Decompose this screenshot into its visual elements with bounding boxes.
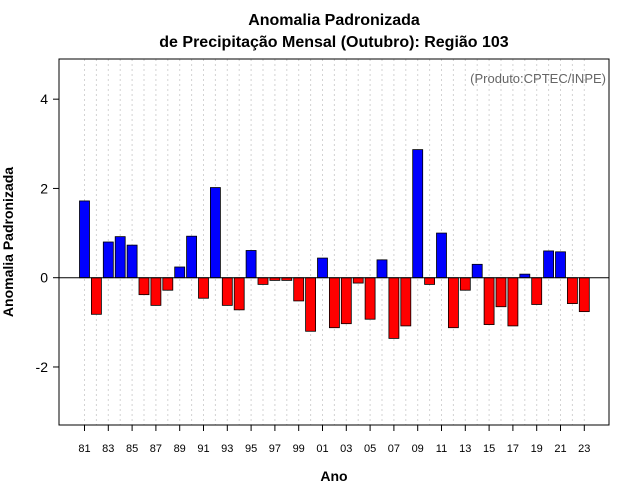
x-tick-label: 15 xyxy=(483,443,495,455)
x-tick-label: 23 xyxy=(578,443,590,455)
x-tick-label: 85 xyxy=(126,443,138,455)
x-tick-label: 05 xyxy=(364,443,376,455)
x-tick-label: 87 xyxy=(150,443,162,455)
bar-14 xyxy=(471,263,483,279)
bar-00 xyxy=(305,277,317,332)
bar-19 xyxy=(531,277,543,305)
chart-title: Anomalia Padronizada xyxy=(248,12,420,29)
x-tick-label: 09 xyxy=(412,443,424,455)
bar-08 xyxy=(400,277,412,327)
bar-03 xyxy=(340,277,352,325)
bar-16 xyxy=(495,277,507,308)
bars xyxy=(79,149,590,339)
bar-92 xyxy=(209,187,221,279)
bar-85 xyxy=(126,244,138,279)
bar-06 xyxy=(376,259,388,279)
bar-17 xyxy=(507,277,519,327)
x-tick-label: 07 xyxy=(388,443,400,455)
bar-05 xyxy=(364,277,376,320)
x-tick-label: 91 xyxy=(197,443,209,455)
x-tick-label: 97 xyxy=(269,443,281,455)
bar-96 xyxy=(257,277,269,285)
bar-94 xyxy=(233,277,245,311)
bar-93 xyxy=(221,277,233,306)
y-tick-label: -2 xyxy=(36,359,49,375)
bar-07 xyxy=(388,277,400,339)
bar-87 xyxy=(150,277,162,306)
grid-lines xyxy=(84,59,585,425)
x-tick-label: 81 xyxy=(78,443,90,455)
x-tick-label: 17 xyxy=(507,443,519,455)
bar-12 xyxy=(447,277,459,329)
bar-86 xyxy=(138,277,150,296)
bar-81 xyxy=(79,200,90,279)
bar-18 xyxy=(519,273,531,279)
y-tick-label: 0 xyxy=(40,270,48,286)
bar-82 xyxy=(91,277,102,315)
bar-10 xyxy=(424,277,436,285)
y-axis: -2 0 2 4 xyxy=(36,91,59,375)
y-tick-label: 4 xyxy=(40,91,48,107)
x-tick-label: 11 xyxy=(436,443,447,455)
x-tick-label: 89 xyxy=(174,443,186,455)
x-tick-label: 83 xyxy=(102,443,114,455)
x-axis: 81 83 85 87 89 91 93 95 97 99 01 03 05 07 09 11 13 15 17 19… xyxy=(78,425,590,455)
x-tick-label: 99 xyxy=(293,443,305,455)
bar-21 xyxy=(555,251,566,279)
x-tick-label: 19 xyxy=(531,443,543,455)
bar-84 xyxy=(114,236,126,279)
bar-95 xyxy=(245,250,257,279)
y-tick-label: 2 xyxy=(40,180,48,196)
bar-01 xyxy=(317,257,328,279)
plot-frame xyxy=(58,58,610,426)
y-axis-title: Anomalia Padronizada xyxy=(0,167,16,317)
x-tick-label: 13 xyxy=(459,443,471,455)
bar-15 xyxy=(483,277,495,325)
bar-91 xyxy=(198,277,209,299)
x-axis-title: Ano xyxy=(320,468,347,484)
source-annotation: (Produto:CPTEC/INPE) xyxy=(470,71,606,86)
bar-90 xyxy=(186,235,198,279)
bar-02 xyxy=(328,277,340,329)
bar-04 xyxy=(352,277,364,284)
x-tick-label: 21 xyxy=(554,443,566,455)
bar-23 xyxy=(578,277,590,313)
chart-subtitle: de Precipitação Mensal (Outubro): Região… xyxy=(159,34,509,51)
bar-83 xyxy=(102,241,114,279)
x-tick-label: 03 xyxy=(340,443,352,455)
bar-11 xyxy=(436,232,447,279)
bar-20 xyxy=(543,250,554,279)
bar-09 xyxy=(412,149,424,279)
x-tick-label: 01 xyxy=(316,443,328,455)
bar-22 xyxy=(567,277,578,304)
bar-99 xyxy=(293,277,305,302)
bar-13 xyxy=(459,277,471,291)
x-tick-label: 95 xyxy=(245,443,257,455)
x-tick-label: 93 xyxy=(221,443,233,455)
bar-88 xyxy=(162,277,174,291)
bar-89 xyxy=(174,266,186,279)
